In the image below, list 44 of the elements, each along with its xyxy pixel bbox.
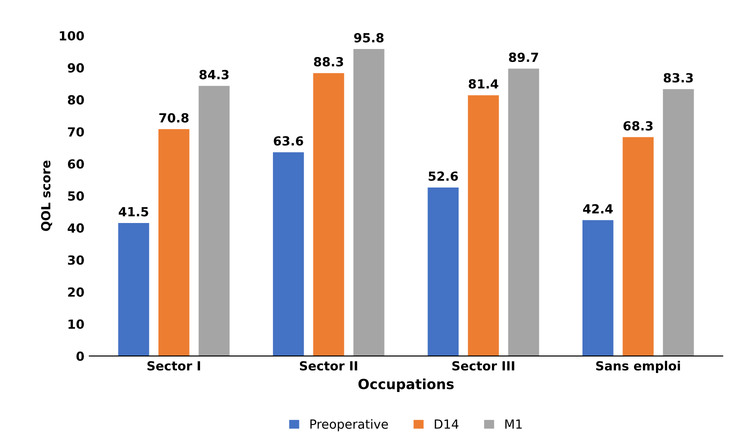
bar bbox=[582, 220, 614, 356]
x-tick-label: Sector II bbox=[300, 361, 358, 371]
bar bbox=[662, 89, 694, 356]
y-tick-label: 50 bbox=[68, 191, 84, 201]
data-label: 83.3 bbox=[664, 73, 693, 83]
data-label: 88.3 bbox=[314, 57, 344, 66]
bar bbox=[353, 49, 384, 356]
bar bbox=[272, 152, 304, 356]
y-tick-label: 90 bbox=[68, 63, 84, 73]
data-label: 41.5 bbox=[118, 207, 148, 216]
bar bbox=[508, 68, 540, 356]
y-tick-label: 20 bbox=[68, 287, 84, 297]
x-axis-title: Occupations bbox=[358, 378, 454, 392]
data-label: 84.3 bbox=[199, 70, 229, 80]
legend-label: Preoperative bbox=[310, 419, 388, 432]
bar bbox=[428, 187, 459, 356]
y-tick-label: 40 bbox=[68, 223, 84, 233]
legend-label: M1 bbox=[505, 420, 522, 429]
bar bbox=[198, 86, 230, 356]
bar bbox=[622, 137, 654, 356]
bar bbox=[468, 95, 499, 356]
x-tick-label: Sector III bbox=[452, 361, 514, 371]
y-tick-label: 30 bbox=[68, 255, 84, 265]
bar bbox=[118, 223, 150, 356]
y-tick-label: 70 bbox=[68, 127, 84, 137]
y-tick-label: 10 bbox=[68, 319, 84, 329]
data-label: 42.4 bbox=[583, 204, 613, 214]
data-label: 95.8 bbox=[354, 33, 384, 42]
data-label: 89.7 bbox=[508, 52, 538, 62]
x-tick-label: Sector I bbox=[147, 361, 200, 371]
bar bbox=[313, 73, 344, 356]
y-axis-title: QOL score bbox=[41, 160, 52, 231]
y-tick-label: 0 bbox=[76, 351, 84, 361]
data-label: 52.6 bbox=[428, 171, 458, 181]
y-tick-label: 80 bbox=[68, 95, 84, 105]
data-label: 63.6 bbox=[274, 136, 304, 146]
data-label: 68.3 bbox=[624, 121, 653, 131]
y-tick-label: 100 bbox=[60, 31, 84, 41]
legend-label: D14 bbox=[434, 420, 458, 429]
y-tick-label: 60 bbox=[68, 159, 84, 169]
bar bbox=[158, 129, 190, 356]
x-tick-label: Sans emploi bbox=[596, 360, 680, 373]
data-label: 81.4 bbox=[468, 79, 498, 89]
data-label: 70.8 bbox=[159, 113, 189, 123]
